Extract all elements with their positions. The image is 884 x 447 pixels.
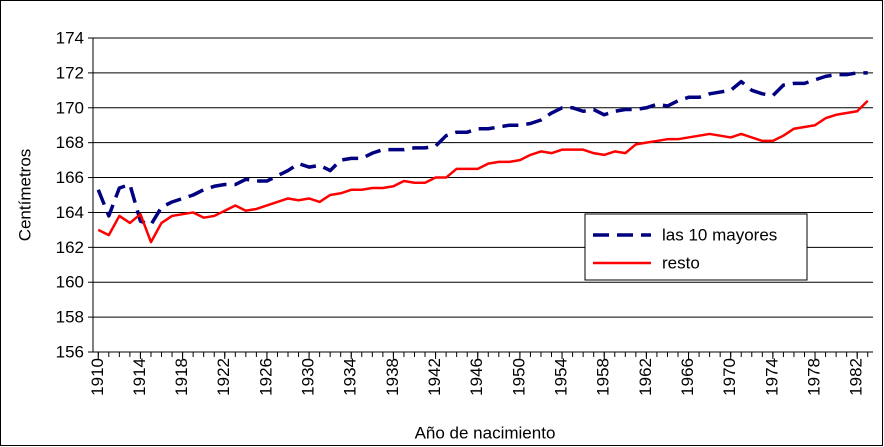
x-tick-label: 1950 xyxy=(509,358,528,396)
x-tick-label: 1918 xyxy=(172,358,191,396)
x-tick-label: 1978 xyxy=(805,358,824,396)
x-tick-label: 1914 xyxy=(130,358,149,396)
x-tick-label: 1910 xyxy=(88,358,107,396)
x-tick-label: 1974 xyxy=(762,358,781,396)
y-tick-label: 166 xyxy=(56,168,84,187)
y-tick-label: 170 xyxy=(56,98,84,117)
y-tick-label: 164 xyxy=(56,203,84,222)
x-axis-title: Año de nacimiento xyxy=(415,423,556,442)
x-tick-label: 1970 xyxy=(720,358,739,396)
y-tick-label: 158 xyxy=(56,308,84,327)
legend-label: resto xyxy=(662,253,700,272)
x-tick-label: 1926 xyxy=(256,358,275,396)
y-tick-label: 160 xyxy=(56,273,84,292)
y-tick-label: 162 xyxy=(56,238,84,257)
x-tick-label: 1934 xyxy=(341,358,360,396)
y-axis-title: Centímetros xyxy=(15,149,34,242)
x-tick-label: 1982 xyxy=(847,358,866,396)
y-tick-label: 168 xyxy=(56,133,84,152)
x-tick-label: 1946 xyxy=(467,358,486,396)
x-tick-label: 1938 xyxy=(383,358,402,396)
x-tick-label: 1966 xyxy=(678,358,697,396)
x-tick-label: 1930 xyxy=(299,358,318,396)
y-tick-label: 156 xyxy=(56,342,84,361)
y-tick-label: 172 xyxy=(56,63,84,82)
x-tick-label: 1962 xyxy=(636,358,655,396)
x-tick-label: 1954 xyxy=(552,358,571,396)
x-tick-label: 1942 xyxy=(425,358,444,396)
x-tick-label: 1958 xyxy=(594,358,613,396)
legend-box xyxy=(584,213,808,281)
series-line xyxy=(97,99,869,244)
series-line xyxy=(96,71,868,227)
y-tick-label: 174 xyxy=(56,28,84,47)
legend-label: las 10 mayores xyxy=(662,225,777,244)
x-tick-label: 1922 xyxy=(214,358,233,396)
